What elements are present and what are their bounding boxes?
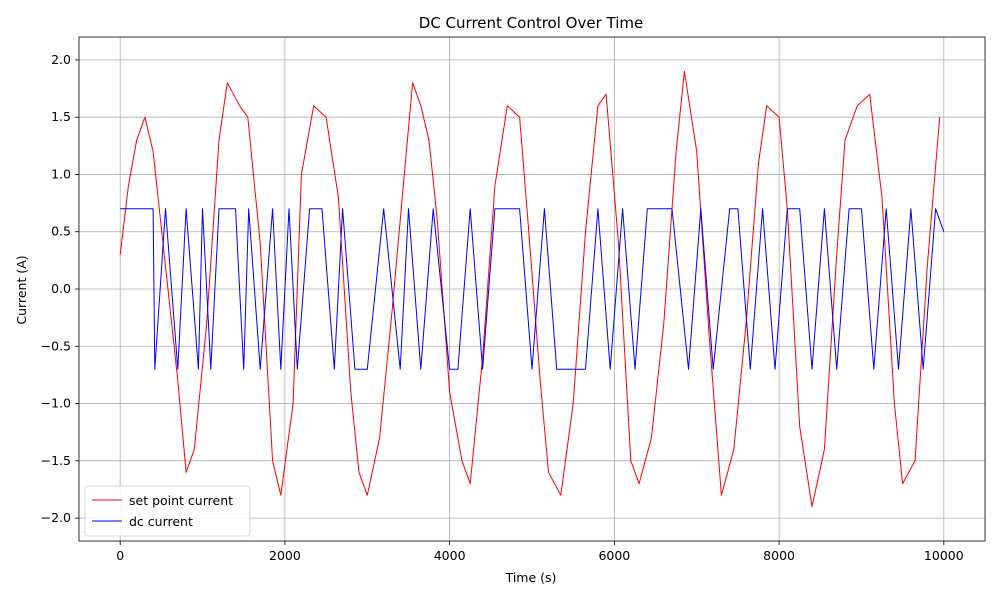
x-tick-label: 10000	[924, 548, 964, 563]
y-tick-label: −1.0	[41, 396, 71, 411]
legend-box	[84, 485, 251, 537]
y-tick-label: 0.5	[51, 224, 71, 239]
series-line-set-point-current	[119, 70, 941, 508]
y-tick-label: −2.0	[41, 510, 71, 525]
y-tick-label: 0.0	[51, 281, 71, 296]
series-layer	[119, 70, 945, 508]
series-line-dc-current	[120, 208, 945, 370]
x-axis-ticks: 0 2000 4000 6000 8000 10000	[116, 541, 964, 563]
y-tick-label: −0.5	[41, 338, 71, 353]
legend-label-set-point-current: set point current	[129, 493, 233, 508]
x-tick-label: 0	[116, 548, 124, 563]
x-tick-label: 8000	[763, 548, 795, 563]
y-tick-label: 2.0	[51, 52, 71, 67]
y-tick-label: −1.5	[41, 453, 71, 468]
x-tick-label: 2000	[269, 548, 301, 563]
legend: set point current dc current	[84, 485, 251, 537]
y-tick-label: 1.5	[51, 109, 71, 124]
x-tick-label: 4000	[434, 548, 466, 563]
y-axis-ticks: −2.0 −1.5 −1.0 −0.5 0.0 0.5 1.0 1.5 2.0	[41, 52, 79, 525]
y-axis-label: Current (A)	[14, 255, 29, 324]
grid	[79, 37, 985, 541]
x-axis-label: Time (s)	[505, 570, 557, 585]
legend-label-dc-current: dc current	[129, 514, 193, 529]
y-tick-label: 1.0	[51, 166, 71, 181]
chart-title: DC Current Control Over Time	[419, 14, 643, 32]
x-tick-label: 6000	[598, 548, 630, 563]
